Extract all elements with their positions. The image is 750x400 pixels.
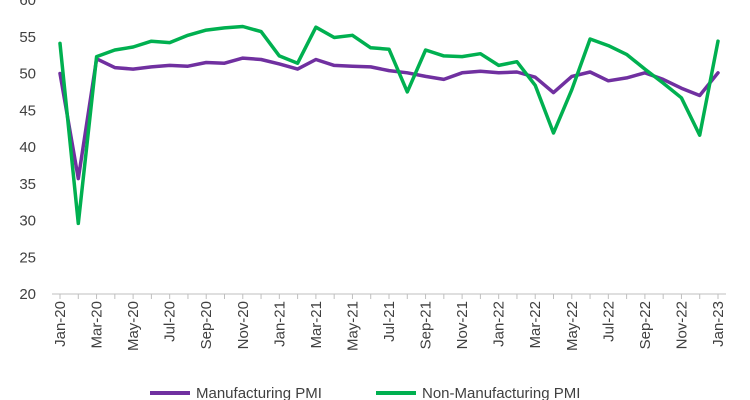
x-tick-label: Mar-21: [308, 301, 325, 349]
x-axis-ticks: Jan-20 Mar-20 May-20 Jul-20 Sep-20 Nov-20 Jan-…: [52, 294, 727, 351]
non-manufacturing-pmi-line: [58, 24, 720, 226]
legend-label: Non-Manufacturing PMI: [422, 385, 580, 400]
y-tick-label: 50: [19, 66, 36, 83]
x-tick-label: Mar-22: [527, 301, 544, 349]
x-tick-label: Nov-21: [454, 301, 471, 349]
y-tick-label: 30: [19, 213, 36, 230]
y-tick-label: 20: [19, 286, 36, 303]
manufacturing-pmi-line: [58, 56, 720, 181]
series-lines: [58, 24, 720, 226]
y-tick-label: 40: [19, 139, 36, 156]
x-tick-label: Nov-20: [235, 301, 252, 349]
x-tick-label: Jul-22: [600, 301, 617, 342]
legend-label: Manufacturing PMI: [196, 385, 322, 400]
x-tick-label: May-20: [125, 301, 142, 351]
x-tick-label: May-22: [564, 301, 581, 351]
x-tick-label: Nov-22: [673, 301, 690, 349]
x-tick-label: Sep-22: [637, 301, 654, 349]
x-tick-label: Jul-20: [162, 301, 179, 342]
x-tick-label: Sep-20: [198, 301, 215, 349]
y-tick-label: 45: [19, 102, 36, 119]
y-tick-label: 25: [19, 249, 36, 266]
x-tick-label: May-21: [344, 301, 361, 351]
legend: Manufacturing PMI Non-Manufacturing PMI: [150, 385, 580, 400]
x-tick-label: Jan-23: [710, 301, 727, 347]
x-tick-label: Mar-20: [89, 301, 106, 349]
x-tick-label: Jan-20: [52, 301, 69, 347]
y-tick-label: 60: [19, 0, 36, 9]
y-tick-label: 35: [19, 176, 36, 193]
y-tick-label: 55: [19, 29, 36, 46]
x-tick-label: Jan-22: [491, 301, 508, 347]
x-tick-label: Jul-21: [381, 301, 398, 342]
x-tick-label: Jan-21: [271, 301, 288, 347]
y-axis-ticks: 20 25 30 35 40 45 50 55 60: [19, 0, 36, 303]
x-tick-label: Sep-21: [418, 301, 435, 349]
